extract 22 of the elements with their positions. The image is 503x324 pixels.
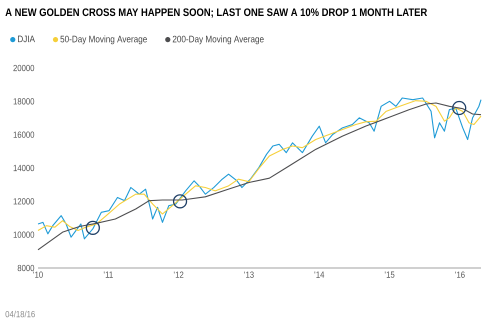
y-tick-label: 8000 [18, 264, 34, 272]
x-tick-label: '14 [314, 272, 324, 278]
legend-label: 50-Day Moving Average [60, 35, 147, 44]
x-tick-label: '12 [174, 272, 184, 278]
point [452, 100, 466, 116]
text: 04/18/16 [5, 310, 35, 318]
chart-title: A NEW GOLDEN CROSS MAY HAPPEN SOON; LAST ONE SAW A 10% DROP 1 MONTH LATER [5, 8, 428, 18]
legend-label: DJIA [18, 36, 35, 42]
point [172, 194, 188, 208]
y-tick-label: 18000 [14, 98, 34, 105]
x-tick-label: '16 [455, 272, 465, 278]
x-tick-label: '15 [384, 272, 394, 278]
y-tick-label: 10000 [14, 231, 34, 238]
legend-label: 200-Day Moving Average [172, 35, 264, 44]
x-tick-label: '10 [33, 272, 43, 278]
x-tick-label: '11 [104, 272, 113, 278]
point [86, 220, 100, 235]
y-tick-label: 20000 [13, 64, 34, 72]
y-tick-label: 12000 [14, 198, 34, 205]
y-tick-label: 16000 [14, 131, 34, 138]
x-tick-label: '13 [244, 272, 254, 278]
y-tick-label: 14000 [14, 164, 34, 172]
